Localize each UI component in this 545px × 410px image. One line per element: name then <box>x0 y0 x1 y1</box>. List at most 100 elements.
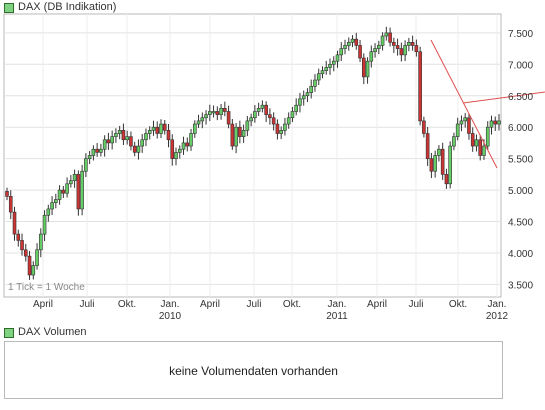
candle-down <box>444 174 449 185</box>
candle-up <box>117 130 122 134</box>
candle-up <box>177 148 182 153</box>
candle-down <box>275 123 280 134</box>
candle-up <box>57 189 62 200</box>
y-tick-label: 6.500 <box>508 92 533 103</box>
x-tick-label: April <box>367 299 387 310</box>
candle-up <box>241 130 246 137</box>
candle-up <box>455 123 460 137</box>
candle-up <box>298 98 302 106</box>
candle-up <box>377 45 381 49</box>
candle-up <box>144 133 148 141</box>
candle-down <box>493 120 498 125</box>
candle-up <box>301 95 306 100</box>
candle-down <box>268 114 272 119</box>
candle-up <box>99 148 103 153</box>
candle-down <box>162 123 167 131</box>
candle-down <box>361 57 366 78</box>
candle-down <box>95 148 99 153</box>
candle-down <box>16 233 21 241</box>
grid-lines <box>4 14 501 297</box>
candles <box>5 26 501 280</box>
candle-up <box>72 174 77 181</box>
candle-up <box>84 158 88 172</box>
volume-legend: DAX Volumen <box>4 326 86 339</box>
candle-up <box>46 208 51 216</box>
candle-down <box>395 45 400 49</box>
candle-up <box>335 54 340 62</box>
candle-down <box>354 38 359 46</box>
candle-up <box>286 117 291 125</box>
candle-down <box>121 130 126 141</box>
candle-down <box>422 120 426 134</box>
candle-up <box>283 123 287 131</box>
candle-up <box>174 152 178 159</box>
volume-panel: keine Volumendaten vorhanden <box>4 341 503 399</box>
y-tick-label: 7.000 <box>508 60 533 71</box>
candle-up <box>294 104 298 112</box>
y-tick-label: 3.500 <box>508 280 533 291</box>
x-year-label: 2012 <box>486 311 509 322</box>
y-tick-label: 6.000 <box>508 123 533 134</box>
x-tick-label: Okt. <box>449 299 467 310</box>
x-tick-label: April <box>200 299 220 310</box>
candle-up <box>474 139 479 147</box>
candle-up <box>350 38 355 43</box>
candle-up <box>448 145 452 185</box>
candle-down <box>106 139 111 144</box>
candle-up <box>346 41 351 46</box>
candle-down <box>27 255 32 276</box>
candle-down <box>5 191 9 197</box>
candle-up <box>328 64 332 68</box>
candle-up <box>497 120 501 125</box>
candle-up <box>181 142 186 150</box>
candle-up <box>211 111 216 114</box>
candle-down <box>264 104 268 115</box>
x-tick-label: Juli <box>79 299 94 310</box>
candle-up <box>482 145 486 156</box>
candle-up <box>50 202 54 210</box>
candle-down <box>238 126 242 137</box>
candle-up <box>320 70 325 75</box>
candle-down <box>470 133 475 147</box>
candle-up <box>234 126 238 147</box>
candle-down <box>23 249 28 257</box>
candle-up <box>39 233 43 251</box>
candle-up <box>369 51 374 62</box>
volume-legend-label: DAX Volumen <box>18 326 87 338</box>
candle-down <box>8 196 13 213</box>
candle-up <box>380 35 385 46</box>
candle-up <box>365 60 370 78</box>
candle-down <box>418 51 422 122</box>
candle-up <box>208 111 212 115</box>
candle-down <box>155 126 160 134</box>
x-year-label: 2011 <box>326 311 348 322</box>
candle-down <box>358 45 362 59</box>
candle-up <box>196 120 201 125</box>
candle-up <box>463 117 467 122</box>
candle-up <box>373 48 377 53</box>
candle-up <box>245 120 250 131</box>
x-tick-label: Okt. <box>118 299 136 310</box>
candle-up <box>452 136 456 147</box>
candle-up <box>343 45 347 49</box>
candle-up <box>459 120 464 125</box>
candle-up <box>54 199 58 203</box>
candle-down <box>388 32 392 43</box>
candle-up <box>91 148 96 156</box>
candle-down <box>20 240 24 251</box>
candle-down <box>132 145 137 153</box>
candle-down <box>440 148 445 175</box>
candle-up <box>125 136 129 141</box>
candle-up <box>151 126 156 131</box>
candle-up <box>384 32 389 37</box>
candle-up <box>192 123 197 134</box>
candle-up <box>260 104 265 109</box>
candle-down <box>76 174 81 210</box>
candle-down <box>166 130 171 141</box>
candle-up <box>35 249 39 266</box>
candle-down <box>226 111 231 125</box>
candle-up <box>147 130 152 134</box>
candle-down <box>271 117 276 125</box>
y-tick-label: 4.000 <box>508 249 533 260</box>
candle-up <box>331 60 336 65</box>
